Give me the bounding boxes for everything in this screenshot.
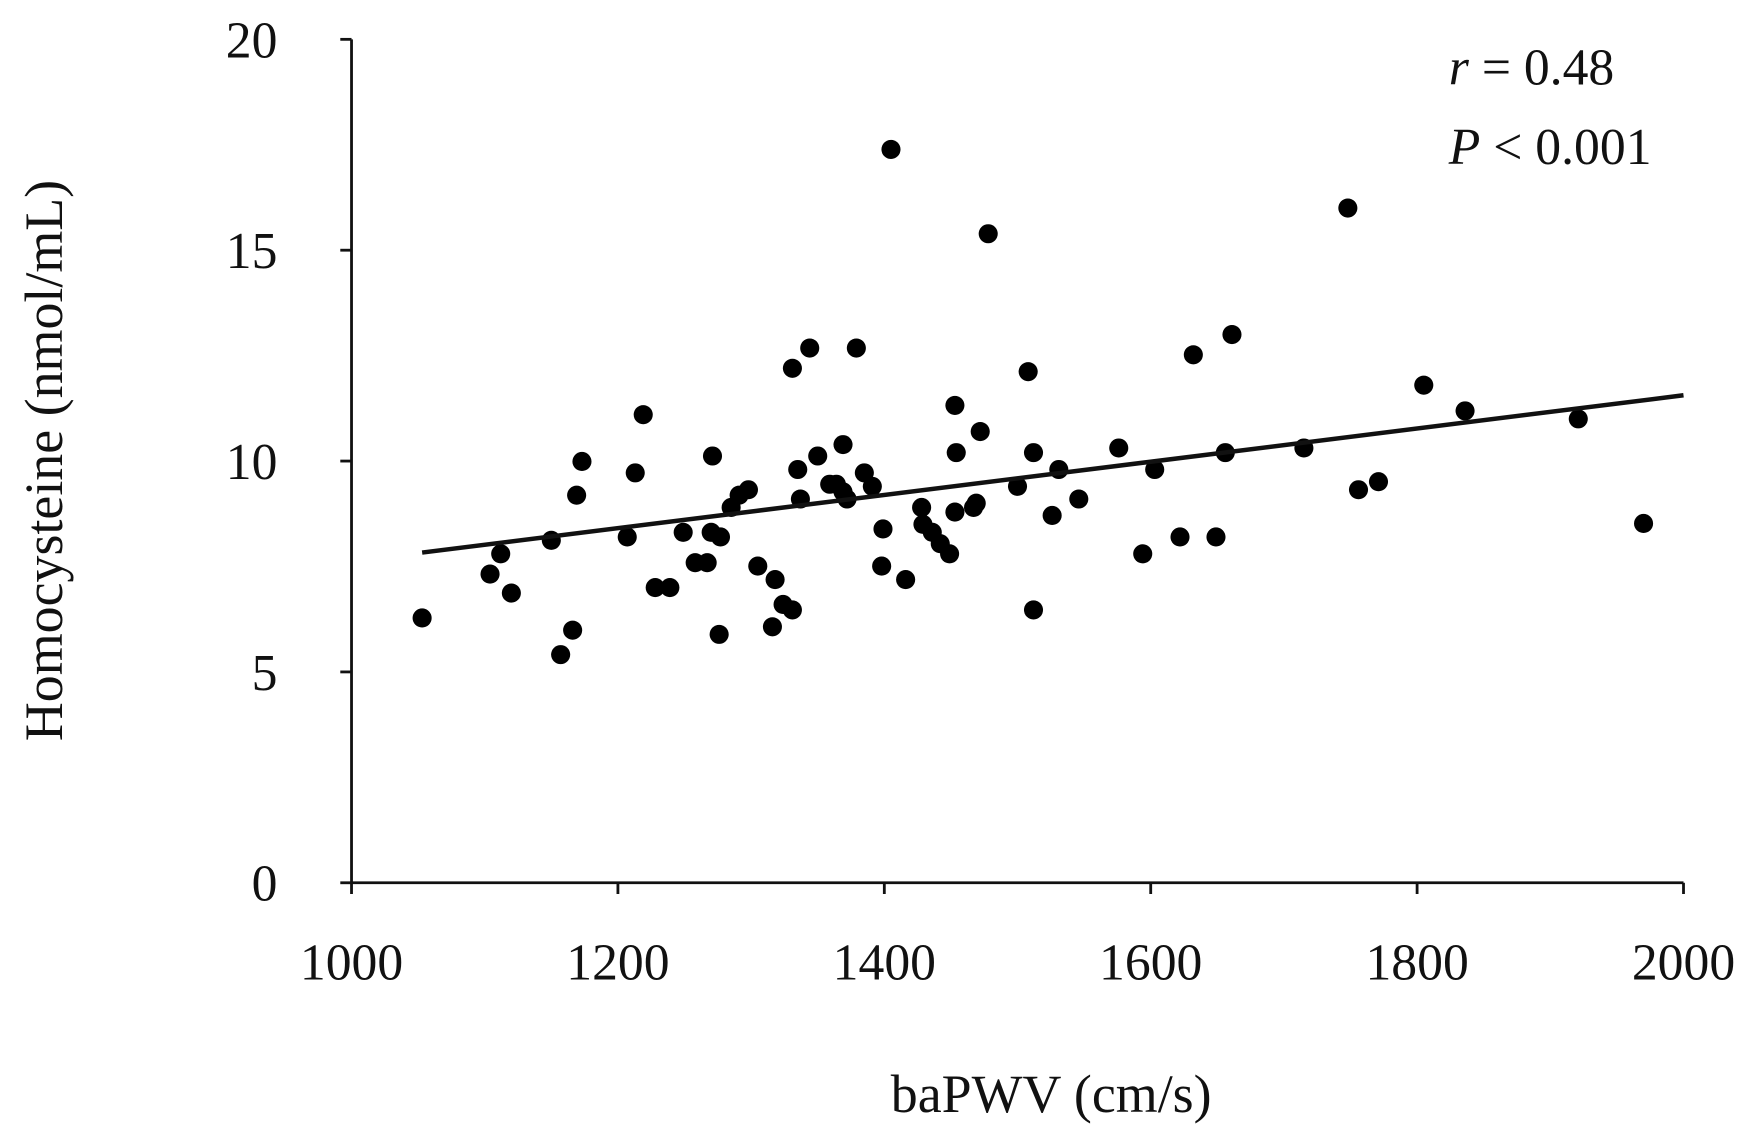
data-point <box>1170 527 1190 547</box>
data-point <box>1634 513 1654 534</box>
data-point <box>501 583 521 603</box>
correlation-annotation: r = 0.48 <box>1449 39 1614 96</box>
data-point <box>633 405 653 425</box>
data-point <box>808 446 828 466</box>
data-point <box>617 527 637 547</box>
y-ticks: 0 5 10 15 20 <box>226 12 352 913</box>
trend-line <box>421 393 1684 555</box>
data-point <box>1183 345 1203 365</box>
r-symbol: r <box>1449 39 1470 96</box>
data-point <box>846 338 866 358</box>
data-point <box>862 476 882 496</box>
data-point <box>660 578 680 598</box>
y-tick-label: 0 <box>252 856 278 913</box>
data-point <box>940 544 960 564</box>
data-point <box>970 421 990 442</box>
data-point <box>1414 375 1434 395</box>
data-point <box>702 446 723 466</box>
data-point <box>1145 459 1165 480</box>
data-point <box>1109 438 1129 458</box>
data-point <box>1069 489 1089 509</box>
data-point <box>782 358 802 378</box>
data-point <box>480 564 500 584</box>
y-axis-label: Homocysteine (nmol/mL) <box>14 180 74 741</box>
data-point <box>709 624 729 644</box>
data-point <box>710 527 731 547</box>
data-point <box>1133 544 1153 564</box>
data-point <box>567 485 587 505</box>
data-point <box>833 435 853 455</box>
data-point <box>873 519 893 539</box>
data-point <box>881 139 901 159</box>
data-point <box>872 556 892 576</box>
data-point <box>945 502 965 522</box>
data-point <box>1338 198 1358 218</box>
p-value: < 0.001 <box>1493 119 1651 176</box>
data-point <box>738 480 759 500</box>
y-tick-label: 5 <box>252 645 278 702</box>
data-point <box>762 617 782 637</box>
data-point <box>765 570 785 590</box>
data-point <box>1568 409 1588 429</box>
x-tick-label: 1400 <box>833 934 936 991</box>
data-point <box>1023 443 1044 463</box>
data-point <box>748 556 768 576</box>
data-point <box>645 578 665 598</box>
y-tick-label: 15 <box>226 223 278 280</box>
y-tick-label: 20 <box>226 12 278 69</box>
x-ticks: 1000 1200 1400 1600 1800 2000 <box>300 882 1735 991</box>
data-point <box>1455 401 1475 421</box>
y-tick-label: 10 <box>226 434 278 491</box>
x-tick-label: 1600 <box>1099 934 1202 991</box>
x-tick-label: 1000 <box>300 934 403 991</box>
x-tick-label: 1200 <box>566 934 669 991</box>
data-point <box>412 608 432 628</box>
data-point <box>946 443 966 463</box>
data-point <box>1007 476 1028 496</box>
data-point <box>1348 480 1369 500</box>
data-point <box>966 493 986 513</box>
x-tick-label: 2000 <box>1632 934 1735 991</box>
data-point <box>782 600 802 620</box>
data-point <box>1023 600 1044 620</box>
x-tick-label: 1800 <box>1365 934 1468 991</box>
data-point <box>673 522 693 542</box>
data-point <box>945 395 965 415</box>
data-point <box>978 224 998 244</box>
data-points <box>412 139 1654 665</box>
data-point <box>625 463 645 483</box>
data-point <box>896 570 916 590</box>
data-point <box>563 620 583 640</box>
data-point <box>800 338 820 358</box>
p-symbol: P <box>1448 119 1481 176</box>
x-axis-label: baPWV (cm/s) <box>891 1064 1212 1124</box>
data-point <box>788 459 808 480</box>
data-point <box>551 645 571 665</box>
data-point <box>1206 527 1226 547</box>
data-point <box>1222 324 1242 345</box>
p-value-annotation: P < 0.001 <box>1448 119 1652 176</box>
data-point <box>491 544 511 564</box>
data-point <box>1018 362 1038 382</box>
data-point <box>1368 472 1389 492</box>
r-value: = 0.48 <box>1482 39 1614 96</box>
data-point <box>1042 505 1062 526</box>
data-point <box>572 451 592 472</box>
data-point <box>697 553 717 573</box>
data-point <box>912 497 932 517</box>
